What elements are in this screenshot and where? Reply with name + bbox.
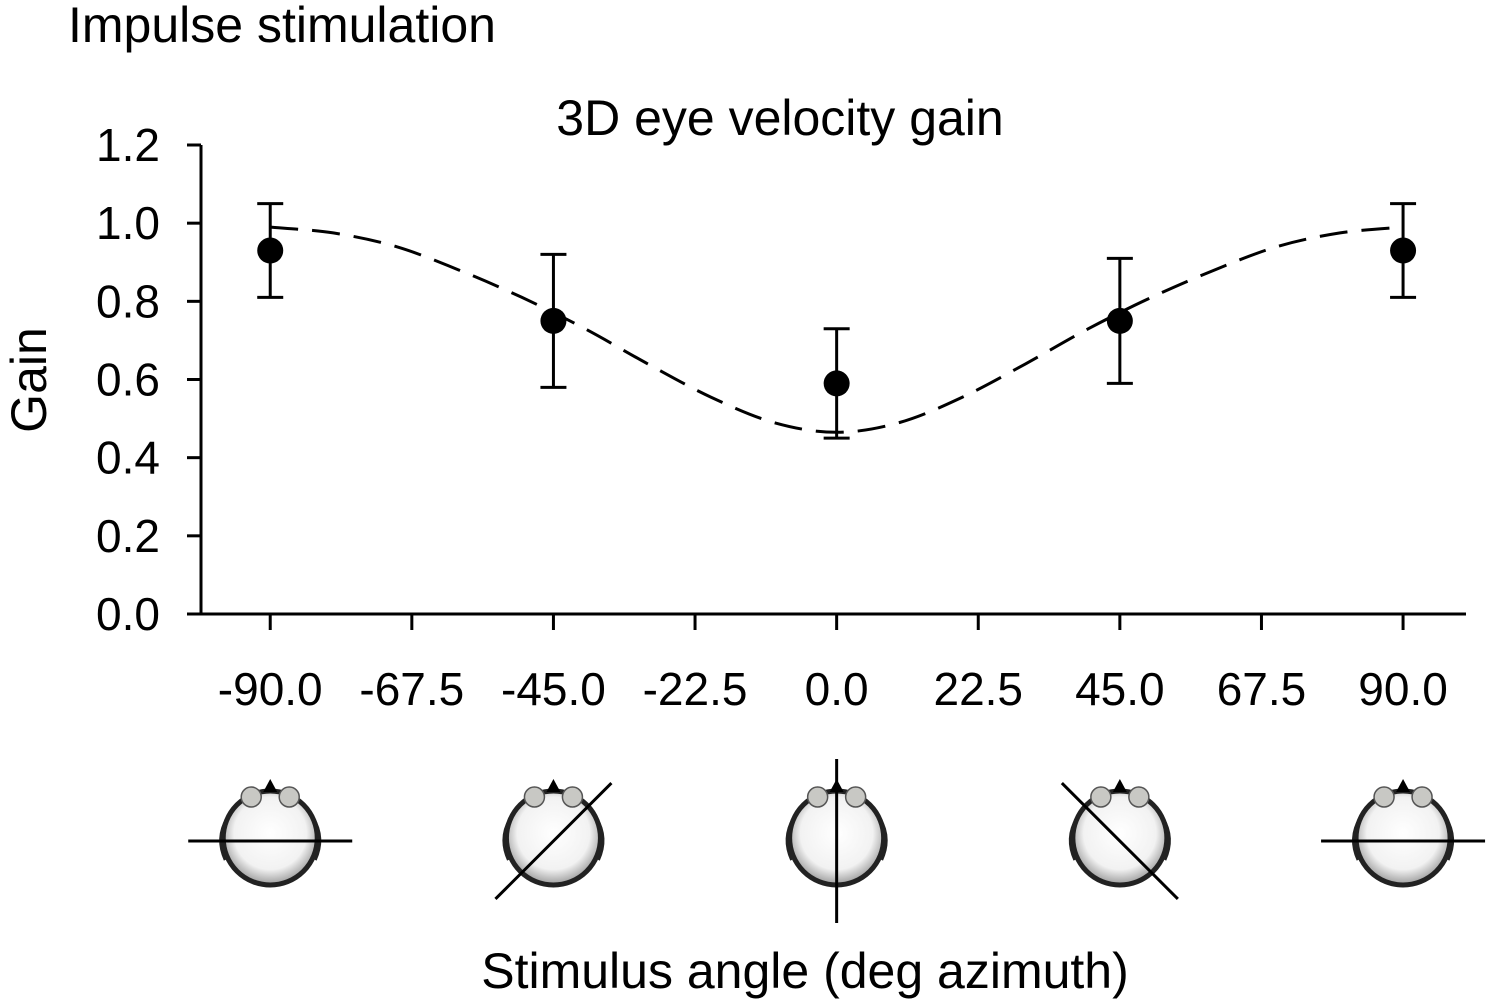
stimulus-axis-line (494, 781, 613, 901)
head-icon (1321, 779, 1486, 888)
x-tick-label: 90.0 (1358, 663, 1448, 715)
x-tick-label: -22.5 (643, 663, 748, 715)
eye-right (561, 786, 584, 808)
eye-left (806, 786, 829, 808)
y-tick-label: 1.0 (96, 197, 160, 249)
head-outline (503, 788, 603, 888)
data-point-group (540, 252, 567, 389)
data-points-layer (257, 202, 1417, 440)
x-axis-ticks: -90.0 -67.5 -45.0 -22.5 0.0 22.5 45.0 67.5 90.0 (218, 614, 1448, 715)
y-axis-label: Gain (1, 327, 57, 433)
y-tick-label: 1.2 (96, 119, 160, 171)
data-point (540, 307, 567, 334)
chart-title: 3D eye velocity gain (556, 90, 1003, 146)
nose (1396, 779, 1411, 792)
x-tick-label: -67.5 (359, 663, 464, 715)
data-point (1390, 237, 1417, 264)
x-tick-label: 0.0 (805, 663, 869, 715)
y-tick-label: 0.4 (96, 432, 160, 484)
y-tick-label: 0.0 (96, 588, 160, 640)
head-outline (220, 788, 320, 888)
y-tick-label: 0.8 (96, 275, 160, 327)
y-axis-ticks: 0.0 0.2 0.4 0.6 0.8 1.0 1.2 (96, 119, 201, 640)
eye-left (240, 786, 262, 808)
data-point-group (1106, 256, 1133, 385)
eye-right (278, 786, 300, 808)
eye-left (523, 786, 546, 808)
data-point-group (1390, 202, 1417, 299)
head-icons (188, 759, 1486, 923)
nose (546, 779, 561, 792)
eye-right (1128, 786, 1150, 808)
head-icon (188, 779, 353, 888)
x-tick-label: -90.0 (218, 663, 323, 715)
x-tick-label: 22.5 (933, 663, 1023, 715)
data-point-group (823, 327, 850, 440)
eye-left (1090, 786, 1112, 808)
head-icon (785, 759, 888, 923)
x-tick-label: 67.5 (1217, 663, 1307, 715)
x-tick-label: 45.0 (1075, 663, 1165, 715)
y-tick-label: 0.2 (96, 510, 160, 562)
head-outline (1070, 788, 1170, 888)
head-outline (1353, 788, 1453, 888)
eye-right (844, 786, 867, 808)
x-tick-label: -45.0 (501, 663, 606, 715)
head-icon (494, 779, 613, 901)
eye-left (1373, 786, 1395, 808)
head-icon (1060, 779, 1179, 901)
data-point (823, 370, 850, 397)
data-point (257, 237, 284, 264)
eye-right (1411, 786, 1433, 808)
x-axis-label: Stimulus angle (deg azimuth) (481, 943, 1129, 999)
panel-title: Impulse stimulation (68, 0, 496, 53)
nose (1112, 779, 1127, 792)
stimulus-axis-line (1060, 781, 1179, 901)
nose (263, 779, 278, 792)
data-point (1106, 307, 1133, 334)
y-tick-label: 0.6 (96, 354, 160, 406)
data-point-group (257, 202, 284, 299)
